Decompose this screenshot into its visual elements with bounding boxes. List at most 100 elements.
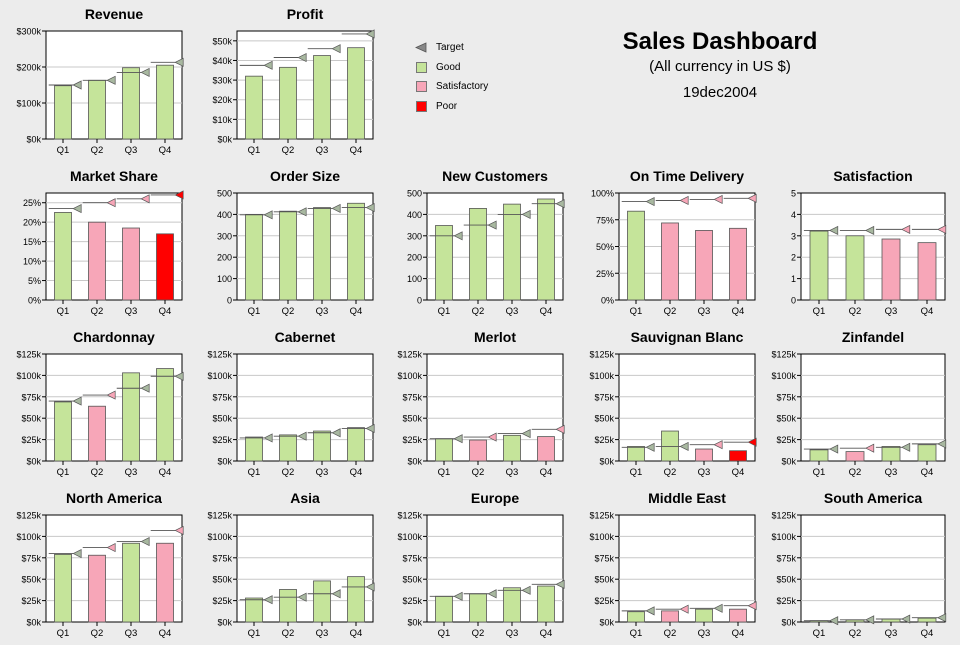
y-tick-label: $125k [397, 511, 422, 521]
bar [469, 439, 487, 462]
x-tick-label: Q2 [849, 306, 862, 317]
chart-title: North America [66, 490, 162, 506]
y-tick-label: $75k [402, 553, 422, 563]
bar [469, 593, 487, 623]
x-tick-label: Q3 [506, 306, 519, 317]
x-tick-label: Q1 [57, 628, 70, 639]
bar [156, 233, 174, 301]
y-tick-label: $50k [776, 575, 796, 585]
y-tick-label: $125k [207, 350, 232, 360]
y-tick-label: $25k [594, 596, 614, 606]
target-marker [297, 52, 307, 63]
legend-label: Poor [436, 100, 458, 112]
target-marker [865, 615, 875, 625]
x-tick-label: Q2 [664, 306, 677, 317]
target-marker [679, 441, 689, 452]
chart-europe: Europe $0k $25k $50k $75k $100k $125k Q1 Q2 Q3 Q4 [397, 490, 565, 639]
y-tick-label: $125k [589, 350, 614, 360]
legend-label: Good [436, 61, 461, 73]
x-tick-label: Q1 [438, 467, 451, 478]
dashboard-subtitle: (All currency in US $) [649, 58, 791, 75]
chart-title: Middle East [648, 490, 726, 506]
y-tick-label: 50% [596, 242, 614, 252]
target-marker [106, 75, 116, 85]
y-tick-label: $100k [771, 532, 796, 542]
target-marker [365, 423, 375, 434]
y-tick-label: 0 [227, 296, 232, 306]
x-tick-label: Q4 [921, 467, 934, 478]
x-tick-label: Q1 [813, 628, 826, 639]
target-marker [713, 194, 723, 204]
x-tick-label: Q3 [316, 306, 329, 317]
y-tick-label: $50k [212, 414, 232, 424]
bar [54, 553, 72, 623]
target-marker [829, 225, 839, 236]
y-tick-label: 400 [407, 210, 422, 220]
chart-chardonnay: Chardonnay $0k $25k $50k $75k $100k $125k Q1 Q2 Q… [16, 329, 184, 478]
y-tick-label: 100 [217, 274, 232, 284]
y-tick-label: $100k [16, 532, 41, 542]
y-tick-label: $125k [16, 511, 41, 521]
chart-title: South America [824, 490, 922, 506]
target-marker [331, 428, 341, 438]
chart-sauvignan-blanc: Sauvignan Blanc $0k $25k $50k $75k $100k $125k… [589, 329, 757, 478]
y-tick-label: $50k [776, 414, 796, 424]
chart-north-america: North America $0k $25k $50k $75k $100k $125k Q1… [16, 490, 184, 639]
y-tick-label: $100k [589, 532, 614, 542]
x-tick-label: Q4 [732, 628, 745, 639]
bar [627, 611, 645, 623]
x-tick-label: Q1 [57, 467, 70, 478]
x-tick-label: Q2 [664, 628, 677, 639]
x-tick-label: Q3 [885, 306, 898, 317]
y-tick-label: $75k [402, 392, 422, 402]
y-tick-label: $25k [21, 596, 41, 606]
y-tick-label: $20k [212, 95, 232, 105]
chart-on-time-delivery: On Time Delivery 0% 25% 50% 75% 100% Q1 Q2 Q3 Q4 [591, 168, 757, 317]
x-tick-label: Q3 [125, 467, 138, 478]
bar [88, 554, 106, 623]
bar [156, 368, 174, 462]
x-tick-label: Q3 [125, 145, 138, 156]
x-tick-label: Q2 [282, 145, 295, 156]
y-tick-label: 300 [217, 231, 232, 241]
target-marker [331, 203, 341, 213]
y-tick-label: 5 [791, 189, 796, 199]
y-tick-label: $100k [397, 371, 422, 381]
target-marker [901, 224, 911, 234]
y-tick-label: 1 [791, 274, 796, 284]
chart-title: Cabernet [275, 329, 336, 345]
target-marker [521, 585, 531, 595]
y-tick-label: $50k [21, 575, 41, 585]
bar [245, 436, 263, 462]
y-tick-label: 100 [407, 274, 422, 284]
y-tick-label: $300k [16, 27, 41, 37]
bar [917, 444, 937, 462]
x-tick-label: Q1 [813, 306, 826, 317]
dashboard-date: 19dec2004 [682, 84, 758, 101]
target-marker [263, 60, 273, 70]
target-marker [453, 591, 463, 601]
bar [435, 595, 453, 623]
y-tick-label: 500 [407, 189, 422, 199]
bar [88, 405, 106, 462]
target-marker [263, 210, 273, 220]
x-tick-label: Q1 [248, 467, 261, 478]
y-tick-label: $100k [16, 99, 41, 109]
x-tick-label: Q4 [921, 628, 934, 639]
target-marker [901, 442, 911, 452]
y-tick-label: $125k [589, 511, 614, 521]
y-tick-label: $75k [594, 392, 614, 402]
bar [661, 222, 679, 301]
target-marker [297, 592, 307, 602]
plot-area [800, 353, 946, 462]
target-marker [106, 198, 116, 208]
x-tick-label: Q3 [698, 306, 711, 317]
target-marker [901, 614, 911, 624]
bar [627, 446, 645, 462]
target-marker [174, 525, 184, 535]
y-tick-label: 4 [791, 210, 796, 220]
bar [122, 542, 140, 623]
x-tick-label: Q3 [698, 628, 711, 639]
y-tick-label: $50k [212, 575, 232, 585]
